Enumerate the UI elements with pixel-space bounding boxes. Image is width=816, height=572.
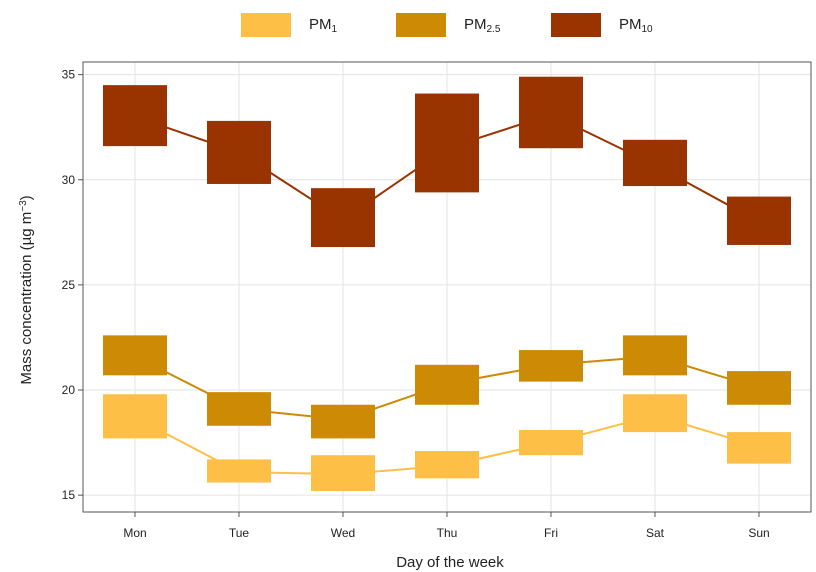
range-box-pm10 xyxy=(103,85,167,147)
range-box-pm10 xyxy=(311,188,375,248)
y-tick-label: 30 xyxy=(62,173,76,187)
y-tick-label: 25 xyxy=(62,278,76,292)
y-tick-label: 15 xyxy=(62,488,76,502)
x-tick-label: Thu xyxy=(437,526,458,540)
series-boxes xyxy=(103,76,791,491)
range-box-pm1 xyxy=(311,455,375,491)
x-tick-label: Mon xyxy=(123,526,146,540)
range-box-pm25 xyxy=(727,371,791,405)
x-tick-label: Sat xyxy=(646,526,665,540)
range-box-pm25 xyxy=(103,335,167,376)
x-axis-title: Day of the week xyxy=(396,554,504,571)
legend-item-pm1: PM1 xyxy=(241,10,337,40)
y-axis: 15 20 25 30 35 xyxy=(62,68,83,502)
range-box-pm25 xyxy=(623,335,687,376)
legend-swatch-pm25 xyxy=(396,13,446,37)
x-tick-label: Sun xyxy=(748,526,769,540)
legend-swatch-pm1 xyxy=(241,13,291,37)
range-box-pm10 xyxy=(415,93,479,193)
x-tick-label: Wed xyxy=(331,526,355,540)
range-box-pm10 xyxy=(207,120,271,184)
legend-label-pm1: PM1 xyxy=(309,15,338,35)
legend-item-pm25: PM2.5 xyxy=(396,10,500,40)
legend-label-pm10: PM10 xyxy=(619,15,653,35)
y-tick-label: 20 xyxy=(62,383,76,397)
range-box-pm1 xyxy=(623,394,687,433)
y-tick-label: 35 xyxy=(62,68,76,82)
legend: PM1 PM2.5 PM10 xyxy=(0,10,816,40)
range-box-pm10 xyxy=(519,76,583,149)
range-box-pm1 xyxy=(727,432,791,464)
range-box-pm25 xyxy=(415,364,479,405)
range-box-pm10 xyxy=(727,196,791,245)
range-box-pm10 xyxy=(623,139,687,187)
legend-label-pm25: PM2.5 xyxy=(464,15,501,35)
range-box-pm1 xyxy=(415,451,479,479)
x-tick-label: Tue xyxy=(229,526,250,540)
range-box-pm1 xyxy=(103,394,167,439)
range-box-pm1 xyxy=(207,459,271,483)
range-box-pm1 xyxy=(519,429,583,456)
x-axis: Mon Tue Wed Thu Fri Sat Sun xyxy=(123,512,770,540)
y-axis-title: Mass concentration (µg m−3) xyxy=(18,195,36,384)
legend-item-pm10: PM10 xyxy=(551,10,653,40)
legend-swatch-pm10 xyxy=(551,13,601,37)
x-tick-label: Fri xyxy=(544,526,558,540)
range-box-pm25 xyxy=(519,350,583,382)
range-box-pm25 xyxy=(207,392,271,426)
range-box-pm25 xyxy=(311,404,375,439)
